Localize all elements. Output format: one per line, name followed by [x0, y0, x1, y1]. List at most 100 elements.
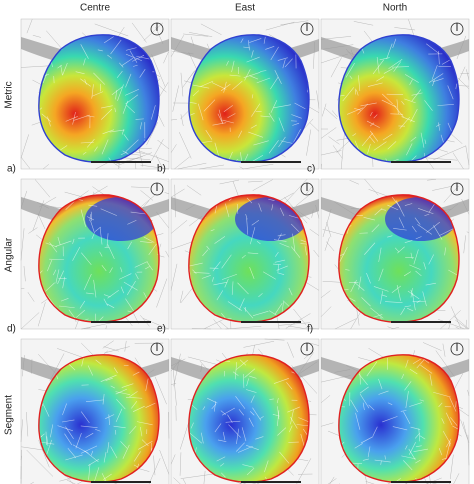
- street: [179, 290, 184, 303]
- street: [370, 307, 384, 319]
- street: [370, 111, 373, 117]
- street: [399, 117, 410, 129]
- street: [279, 242, 290, 248]
- street: [85, 432, 94, 438]
- street: [124, 88, 139, 96]
- street: [273, 239, 287, 242]
- panel-label: d): [7, 324, 16, 335]
- street: [441, 418, 445, 424]
- street: [373, 286, 389, 292]
- street: [139, 426, 143, 437]
- street: [452, 425, 459, 430]
- street: [139, 69, 146, 78]
- street: [81, 357, 84, 367]
- street: [450, 306, 462, 330]
- measure-highlight: [85, 197, 157, 241]
- street: [91, 91, 104, 97]
- street: [65, 426, 74, 440]
- street: [106, 233, 109, 248]
- street: [57, 236, 61, 246]
- street: [396, 284, 401, 301]
- street: [123, 134, 129, 141]
- street: [435, 124, 441, 127]
- street: [408, 441, 416, 455]
- map-panel: [170, 338, 320, 484]
- street: [72, 246, 81, 261]
- street: [240, 38, 244, 43]
- street: [415, 236, 422, 240]
- street: [386, 43, 393, 59]
- street: [423, 157, 458, 161]
- street: [236, 428, 240, 445]
- street: [360, 102, 377, 107]
- street: [277, 233, 282, 241]
- street: [203, 99, 216, 112]
- street: [110, 385, 116, 389]
- street: [60, 298, 69, 302]
- street: [75, 433, 82, 449]
- street: [352, 133, 357, 137]
- street: [202, 249, 209, 257]
- street: [41, 113, 52, 122]
- measure-area: [188, 34, 309, 163]
- street: [202, 406, 206, 411]
- street: [110, 39, 122, 55]
- street: [221, 472, 226, 478]
- street: [439, 227, 456, 236]
- street-texture: [38, 194, 159, 323]
- street: [121, 383, 134, 388]
- street: [426, 221, 440, 233]
- street: [378, 268, 384, 282]
- street: [203, 470, 206, 484]
- ring-road: [188, 194, 310, 323]
- ring-road: [38, 34, 160, 163]
- street: [151, 54, 166, 87]
- street: [45, 282, 55, 292]
- street: [121, 129, 125, 135]
- street: [384, 455, 386, 460]
- street: [40, 433, 45, 437]
- row-label: Segment: [4, 395, 15, 435]
- street: [108, 414, 110, 426]
- street: [358, 75, 361, 91]
- street: [400, 410, 407, 412]
- street: [410, 108, 418, 123]
- street: [419, 435, 426, 440]
- street: [264, 338, 285, 341]
- street: [216, 456, 226, 462]
- street: [282, 59, 286, 69]
- street: [428, 73, 444, 83]
- street: [219, 321, 229, 330]
- street: [239, 166, 244, 170]
- street: [20, 312, 40, 330]
- street: [462, 421, 468, 439]
- street: [270, 100, 278, 113]
- street: [294, 102, 306, 110]
- street: [339, 246, 348, 263]
- street: [45, 242, 58, 248]
- street: [65, 116, 78, 122]
- street: [125, 53, 143, 61]
- street: [394, 247, 400, 253]
- street: [409, 402, 422, 407]
- scale-bar: [91, 161, 151, 163]
- scale-bar: [241, 321, 301, 323]
- street: [49, 242, 58, 253]
- street: [276, 397, 279, 404]
- street: [59, 145, 68, 151]
- street: [207, 397, 218, 404]
- street: [465, 145, 470, 166]
- street: [47, 116, 51, 127]
- street: [100, 208, 117, 216]
- street: [373, 141, 387, 151]
- street: [263, 36, 266, 44]
- street: [86, 216, 95, 221]
- street: [65, 200, 75, 210]
- street: [442, 430, 451, 445]
- street: [46, 436, 49, 447]
- street: [212, 261, 221, 272]
- street: [453, 473, 460, 484]
- street: [62, 62, 68, 76]
- street: [222, 431, 226, 441]
- street: [170, 220, 188, 234]
